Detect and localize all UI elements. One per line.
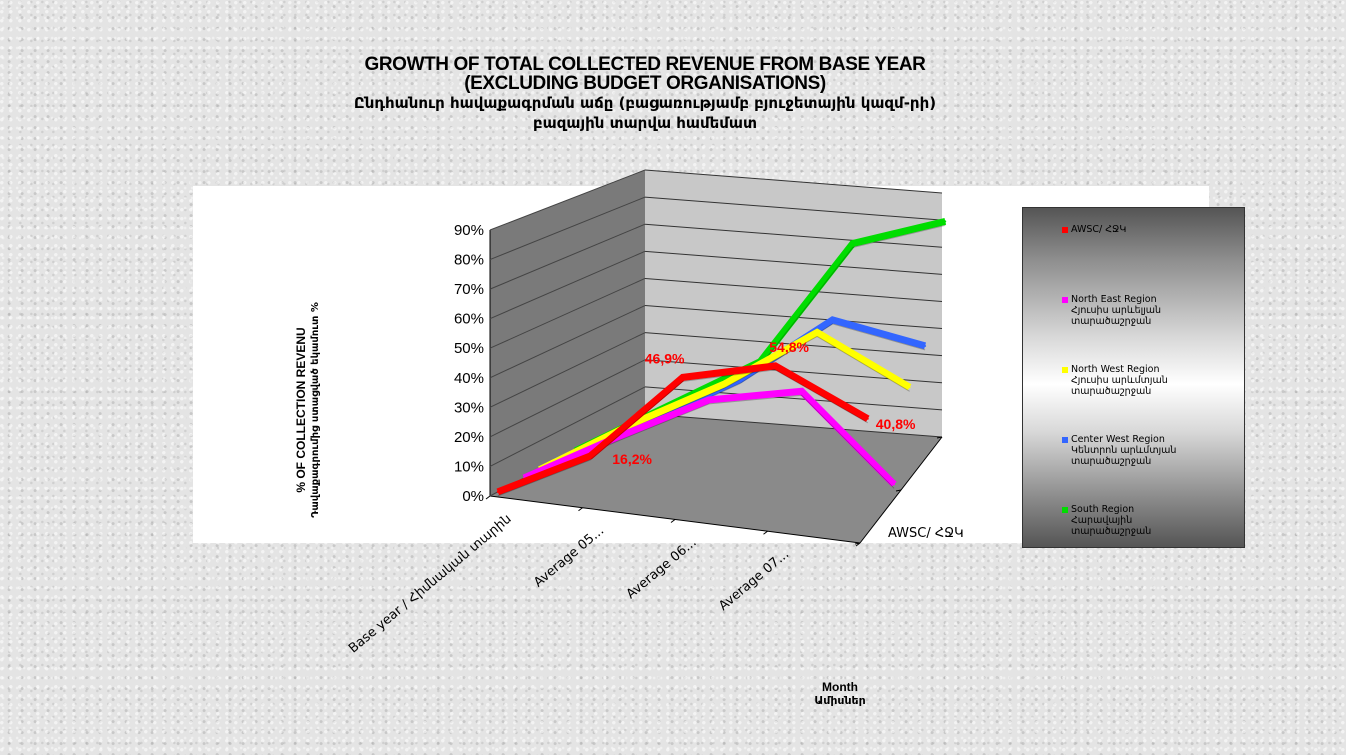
depth-axis-label: AWSC/ ՀՋԿ — [888, 526, 964, 541]
legend-item-awsc: AWSC/ ՀՋԿ — [1062, 224, 1241, 235]
gridline-back — [644, 223, 943, 248]
series-point-2-2 — [723, 382, 726, 385]
y-tick-label: 70% — [454, 281, 484, 298]
y-axis-title-line-2: Դավաքագրումից ստացված եկամուտ % — [310, 302, 321, 518]
y-tick-label: 40% — [454, 370, 484, 387]
data-label: 46,9% — [645, 350, 685, 366]
x-tick-mark — [485, 495, 491, 500]
x-axis-title-line-1: Month — [822, 680, 858, 694]
gridline-left — [489, 169, 646, 231]
series-point-2-3 — [816, 331, 819, 334]
legend-label: North West Region Հյուսիս արևմտյան տարածաշ… — [1071, 364, 1168, 397]
legend-item-north-west: North West Region Հյուսիս արևմտյան տարածաշ… — [1062, 364, 1241, 397]
title-line-3: Ընդհանուր հավաքագրման աճը (բացառությամբ … — [353, 94, 937, 112]
legend-label: North East Region Հյուսիս արևելյան տարածաշ… — [1071, 294, 1162, 327]
series-point-0-2 — [681, 376, 684, 379]
data-label: 16,2% — [612, 451, 652, 467]
data-labels: 16,2% 46,9% 54,8% 40,8% — [612, 339, 916, 467]
series-point-1-2 — [708, 398, 711, 401]
series-point-1-4 — [893, 483, 896, 486]
legend-swatch — [1062, 507, 1068, 513]
depth-tick-mark — [854, 542, 861, 545]
legend-item-north-east: North East Region Հյուսիս արևելյան տարածաշ… — [1062, 294, 1241, 327]
y-tick-label: 0% — [462, 488, 484, 505]
chart-title: GROWTH OF TOTAL COLLECTED REVENUE FROM B… — [300, 55, 990, 133]
chart-walls — [489, 170, 943, 544]
y-tick-label: 60% — [454, 311, 484, 328]
series-point-0-0 — [496, 490, 499, 493]
y-axis-title: % OF COLLECTION REVENU Դավաքագրումից ստա… — [294, 302, 321, 518]
y-tick-label: 20% — [454, 429, 484, 446]
gridline-left — [489, 223, 646, 290]
x-axis-title-line-2: Ամիսներ — [814, 694, 866, 707]
gridline-back — [644, 169, 943, 194]
title-line-2: (EXCLUDING BUDGET ORGANISATIONS) — [464, 73, 826, 94]
series-point-3-4 — [924, 344, 927, 347]
x-tick-label: Base year / Հիմնական տարին — [346, 512, 515, 657]
x-tick-mark — [670, 519, 676, 523]
x-tick-mark — [578, 507, 583, 512]
series-lines — [496, 217, 947, 497]
y-axis-title-line-1: % OF COLLECTION REVENU — [294, 327, 308, 492]
y-tick-label: 50% — [454, 340, 484, 357]
legend-item-south: South Region Հարավային տարածաշրջան — [1062, 504, 1241, 537]
legend-swatch — [1062, 227, 1068, 233]
series-point-4-3 — [851, 242, 854, 245]
legend-label: South Region Հարավային տարածաշրջան — [1071, 504, 1152, 537]
gridline-back — [644, 413, 943, 438]
gridline-left — [489, 359, 646, 438]
gridline-back — [644, 196, 943, 221]
series-point-3-3 — [831, 318, 834, 321]
legend-label: AWSC/ ՀՋԿ — [1071, 224, 1127, 235]
series-point-0-3 — [774, 364, 777, 367]
gridline-left — [489, 386, 646, 467]
series-point-0-1 — [589, 454, 592, 457]
gridline-left — [489, 305, 646, 379]
series-point-2-4 — [908, 386, 911, 389]
depth-tick-mark — [936, 436, 943, 439]
data-label: 54,8% — [769, 339, 809, 355]
x-tick-label: Average 06... — [624, 535, 700, 602]
series-point-0-4 — [866, 417, 869, 420]
legend-item-center-west: Center West Region Կենտրոն արևմտյան տարածա… — [1062, 434, 1241, 467]
legend-swatch — [1062, 297, 1068, 303]
chart-legend: AWSC/ ՀՋԿ North East Region Հյուսիս արևել… — [1022, 207, 1245, 548]
y-tick-label: 10% — [454, 458, 484, 475]
title-line-4: բազային տարվա համեմատ — [533, 114, 757, 132]
title-line-1: GROWTH OF TOTAL COLLECTED REVENUE FROM B… — [364, 54, 926, 75]
series-point-4-4 — [944, 220, 947, 223]
x-tick-label: Average 07... — [716, 547, 792, 614]
legend-swatch — [1062, 437, 1068, 443]
gridline-back — [644, 250, 943, 275]
y-tick-labels: 0% 10% 20% 30% 40% 50% 60% 70% 80% 90% — [454, 222, 484, 505]
gridline-left — [489, 277, 646, 349]
x-axis-title: Month Ամիսներ — [780, 680, 900, 708]
series-shadow-0 — [497, 369, 869, 497]
data-label: 40,8% — [876, 416, 916, 432]
gridline-left — [489, 332, 646, 408]
gridline-left — [489, 250, 646, 320]
gridline-left — [489, 196, 646, 261]
x-tick-label: Average 05... — [531, 523, 607, 590]
depth-tick-mark — [895, 489, 902, 492]
x-tick-mark — [763, 530, 768, 535]
gridline-back — [644, 277, 943, 302]
series-point-1-3 — [800, 390, 803, 393]
left-wall — [490, 170, 645, 496]
legend-swatch — [1062, 367, 1068, 373]
y-tick-label: 30% — [454, 399, 484, 416]
y-tick-label: 90% — [454, 222, 484, 239]
y-tick-label: 80% — [454, 252, 484, 269]
legend-label: Center West Region Կենտրոն արևմտյան տարածա… — [1071, 434, 1177, 467]
